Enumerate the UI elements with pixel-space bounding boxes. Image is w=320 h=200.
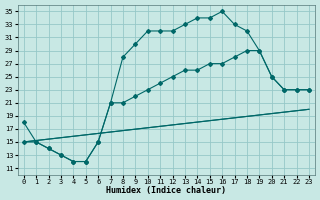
X-axis label: Humidex (Indice chaleur): Humidex (Indice chaleur) xyxy=(106,186,226,195)
